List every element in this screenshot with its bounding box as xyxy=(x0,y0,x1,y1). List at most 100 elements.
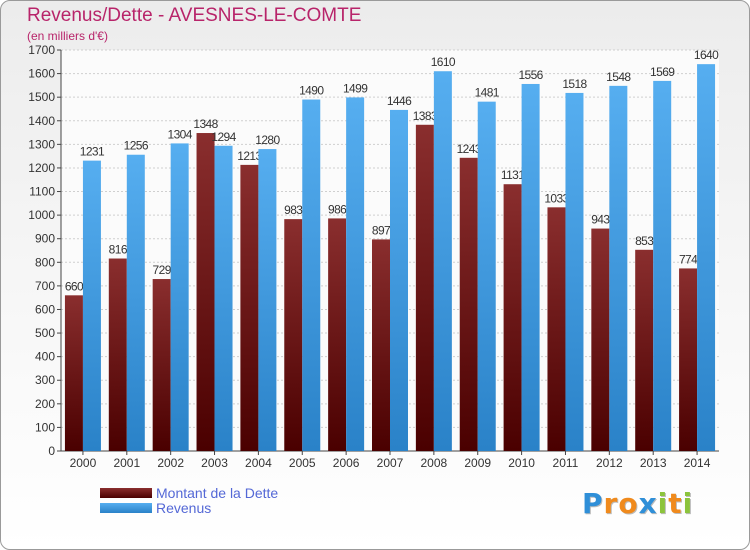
legend-swatch-revenus xyxy=(100,503,152,513)
bar-revenus xyxy=(170,143,189,451)
bar-revenus xyxy=(653,80,672,452)
bar-revenus xyxy=(477,101,496,451)
data-label-dette: 660 xyxy=(65,279,84,293)
x-tick-label: 2000 xyxy=(70,456,97,470)
bar-dette xyxy=(459,157,478,452)
y-tick-label: 200 xyxy=(35,397,55,411)
bar-revenus xyxy=(258,149,277,451)
data-label-dette: 1348 xyxy=(193,117,218,131)
data-label-dette: 729 xyxy=(153,263,172,277)
data-label-revenus: 1231 xyxy=(80,145,105,159)
data-label-revenus: 1499 xyxy=(343,81,368,95)
y-tick-label: 300 xyxy=(35,373,55,387)
bar-dette xyxy=(635,249,654,451)
data-label-revenus: 1294 xyxy=(211,130,236,144)
data-label-revenus: 1481 xyxy=(475,86,500,100)
bar-dette xyxy=(679,268,698,451)
y-tick-label: 1700 xyxy=(28,43,55,57)
y-tick-label: 0 xyxy=(48,444,55,458)
data-label-revenus: 1304 xyxy=(168,127,193,141)
y-tick-label: 900 xyxy=(35,232,55,246)
bar-dette xyxy=(64,295,83,451)
data-label-revenus: 1446 xyxy=(387,94,412,108)
x-tick-label: 2005 xyxy=(289,456,316,470)
y-tick-label: 1000 xyxy=(28,208,55,222)
data-label-dette: 853 xyxy=(635,234,654,248)
y-tick-label: 100 xyxy=(35,420,55,434)
legend-swatch-dette xyxy=(100,488,152,498)
data-label-dette: 943 xyxy=(591,213,610,227)
logo-letter: i xyxy=(682,487,694,520)
data-label-revenus: 1490 xyxy=(299,84,324,98)
y-tick-label: 800 xyxy=(35,255,55,269)
logo-letter: r xyxy=(603,487,619,520)
y-tick-label: 500 xyxy=(35,326,55,340)
data-label-dette: 816 xyxy=(109,243,128,257)
bar-revenus xyxy=(609,85,628,451)
data-label-revenus: 1280 xyxy=(255,133,280,147)
bar-revenus xyxy=(82,160,101,451)
data-label-dette: 1243 xyxy=(457,142,482,156)
bar-dette xyxy=(328,218,347,451)
data-label-revenus: 1556 xyxy=(518,68,543,82)
data-label-revenus: 1569 xyxy=(650,65,675,79)
bar-dette xyxy=(108,258,127,451)
bar-revenus xyxy=(346,97,365,451)
x-tick-label: 2007 xyxy=(377,456,404,470)
bar-dette xyxy=(152,279,171,451)
y-tick-label: 1400 xyxy=(28,114,55,128)
y-tick-label: 1600 xyxy=(28,67,55,81)
x-tick-label: 2013 xyxy=(640,456,667,470)
legend-label-revenus: Revenus xyxy=(156,500,212,516)
bar-dette xyxy=(503,184,522,452)
bar-dette xyxy=(284,219,303,451)
y-tick-label: 400 xyxy=(35,350,55,364)
bar-revenus xyxy=(390,109,408,451)
bar-revenus xyxy=(302,99,321,452)
data-label-dette: 897 xyxy=(372,223,391,237)
y-tick-label: 1100 xyxy=(29,185,55,199)
proxiti-logo: Proxiti xyxy=(582,487,693,520)
data-label-dette: 1033 xyxy=(544,191,569,205)
data-label-revenus: 1610 xyxy=(431,55,456,69)
x-tick-label: 2006 xyxy=(333,456,360,470)
bar-revenus xyxy=(214,145,233,451)
data-label-dette: 983 xyxy=(284,203,303,217)
data-label-dette: 1213 xyxy=(237,149,262,163)
x-tick-label: 2003 xyxy=(201,456,228,470)
logo-letter: x xyxy=(638,487,658,520)
data-label-dette: 774 xyxy=(679,252,698,266)
bar-revenus xyxy=(697,64,716,451)
data-label-revenus: 1640 xyxy=(694,48,719,62)
x-tick-label: 2010 xyxy=(508,456,535,470)
bar-revenus xyxy=(126,154,145,452)
x-tick-label: 2012 xyxy=(596,456,623,470)
logo-letter: o xyxy=(618,487,639,520)
x-tick-label: 2009 xyxy=(464,456,491,470)
y-tick-label: 600 xyxy=(35,302,55,316)
x-tick-label: 2004 xyxy=(245,456,272,470)
data-label-revenus: 1518 xyxy=(562,77,587,91)
y-tick-label: 700 xyxy=(35,279,55,293)
logo-letter: i xyxy=(657,487,669,520)
bar-revenus xyxy=(433,71,452,452)
data-label-dette: 986 xyxy=(328,202,347,216)
bar-dette xyxy=(240,164,259,452)
chart-title: Revenus/Dette - AVESNES-LE-COMTE xyxy=(27,5,362,26)
bar-dette xyxy=(591,228,610,451)
data-label-revenus: 1256 xyxy=(124,139,149,153)
chart-subtitle: (en milliers d'€) xyxy=(27,29,108,43)
bar-revenus xyxy=(521,83,540,452)
x-tick-label: 2008 xyxy=(421,456,448,470)
bar-dette xyxy=(196,133,215,452)
y-tick-label: 1500 xyxy=(28,90,55,104)
bar-dette xyxy=(547,207,566,451)
bar-dette xyxy=(415,124,434,451)
x-tick-label: 2011 xyxy=(553,456,579,470)
data-label-revenus: 1548 xyxy=(606,70,631,84)
logo-letter: P xyxy=(582,487,604,520)
x-tick-label: 2014 xyxy=(684,456,711,470)
y-tick-label: 1300 xyxy=(28,137,55,151)
data-label-dette: 1131 xyxy=(501,168,525,182)
